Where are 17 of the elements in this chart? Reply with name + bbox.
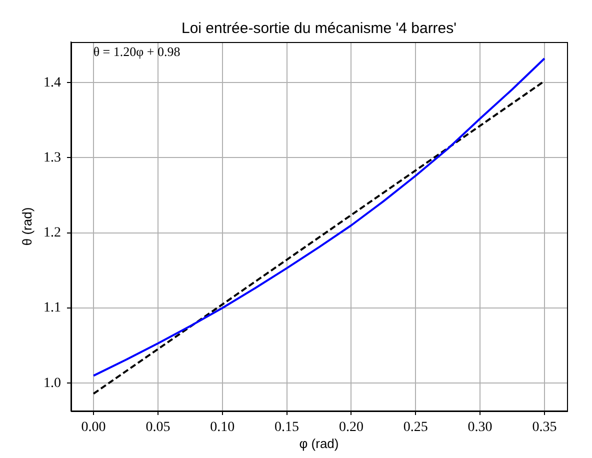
annotation: θ = 1.20φ + 0.98	[93, 44, 180, 59]
x-tick-label: 0.05	[146, 420, 170, 436]
x-axis-title: φ (rad)	[299, 436, 339, 451]
x-tick-label: 0.20	[338, 420, 364, 436]
y-tick-label: 1.4	[44, 75, 61, 90]
x-tick-label: 0.10	[210, 420, 235, 436]
y-tick-label: 1.3	[44, 150, 61, 166]
x-tick-label: 0.25	[403, 420, 428, 436]
y-tick-label: 1.1	[44, 300, 61, 316]
x-tick-label: 0.15	[274, 420, 300, 436]
y-tick-label: 1.2	[44, 226, 61, 241]
x-tick-label: 0.30	[468, 420, 492, 436]
x-tick-label: 0.35	[532, 420, 557, 436]
y-axis-title: θ (rad)	[19, 207, 34, 246]
x-tick-label: 0.00	[81, 420, 106, 436]
chart-title: Loi entrée-sortie du mécanisme '4 barres'	[181, 20, 457, 37]
y-tick-label: 1.0	[44, 376, 61, 391]
